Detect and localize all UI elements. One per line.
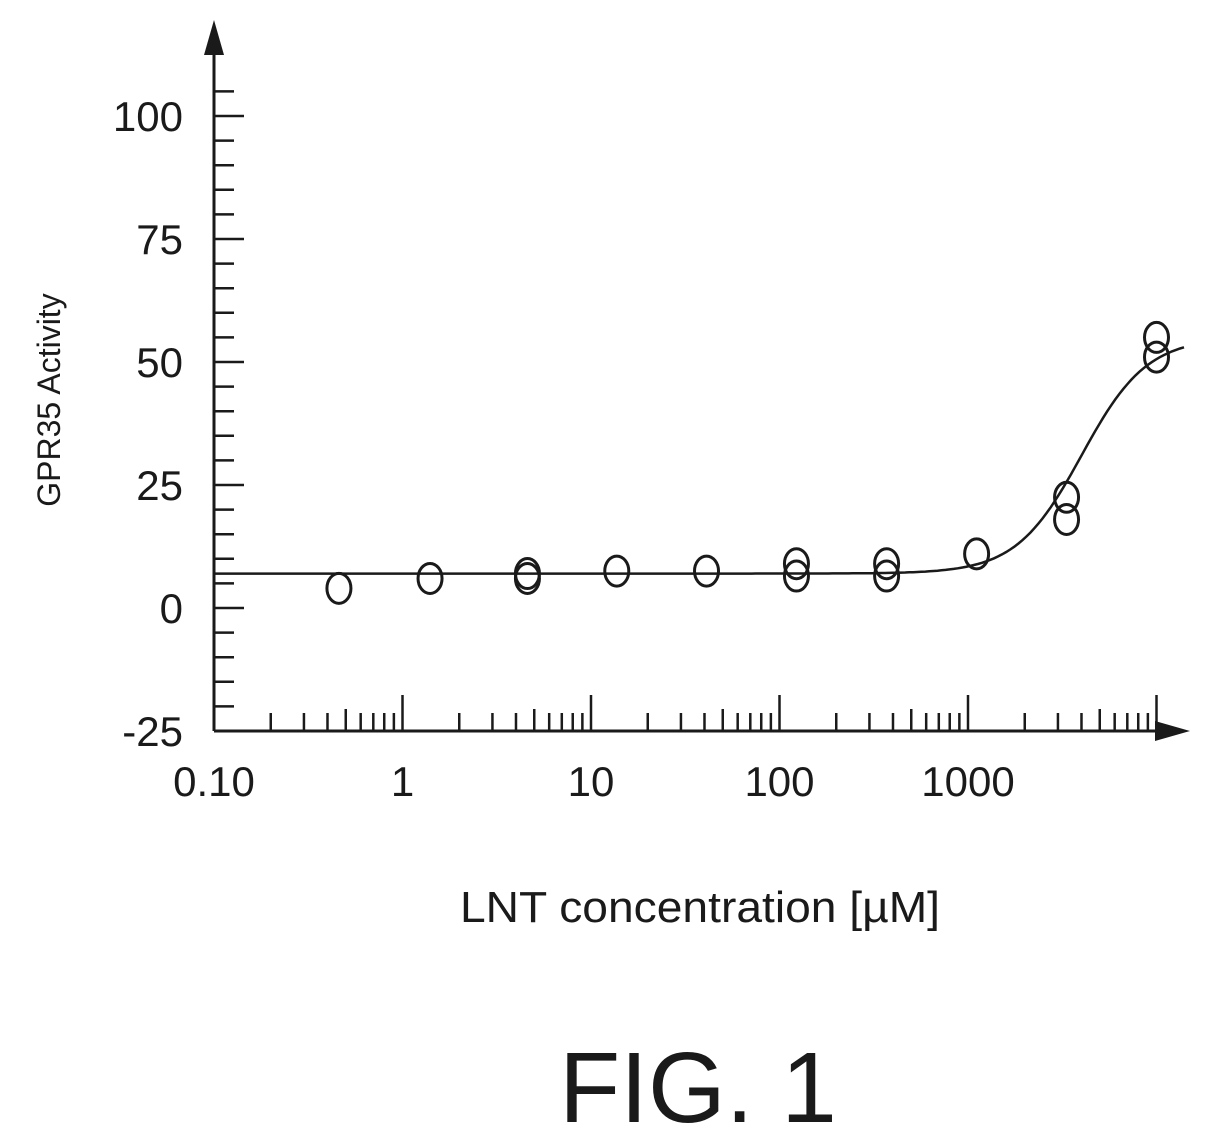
x-tick-label: 1000 [921, 758, 1014, 805]
data-point [873, 559, 901, 593]
data-point [603, 554, 631, 588]
x-axis-arrow [1155, 721, 1190, 741]
y-axis-label: GPR35 Activity [31, 293, 67, 506]
axes [204, 20, 1190, 741]
data-points [325, 320, 1170, 605]
x-tick-label: 1 [391, 758, 414, 805]
data-point [1053, 480, 1081, 514]
fit-curve [214, 346, 1185, 575]
y-tick-label: 100 [113, 93, 183, 140]
data-point [325, 571, 353, 605]
data-point [693, 554, 721, 588]
figure-label: FIG. 1 [559, 1032, 837, 1142]
data-point [416, 561, 444, 595]
y-tick-label: 50 [136, 339, 183, 386]
x-tick-label: 10 [568, 758, 615, 805]
data-point [1143, 320, 1170, 354]
data-point [782, 559, 810, 593]
axis-ticks [214, 90, 1158, 733]
data-point [513, 557, 541, 591]
x-axis-label: LNT concentration [µM] [460, 883, 940, 932]
y-axis-arrow [204, 20, 224, 55]
y-tick-label: 75 [136, 216, 183, 263]
y-tick-label: -25 [122, 708, 183, 755]
y-tick-label: 25 [136, 462, 183, 509]
x-tick-label: 0.10 [173, 758, 255, 805]
data-point [873, 547, 901, 581]
data-point [782, 547, 810, 581]
data-point [963, 537, 991, 571]
data-point [1143, 340, 1170, 374]
data-point [1053, 502, 1081, 536]
axis-tick-labels: -25 0 25 50 75 100 0.10 1 10 100 1000 [113, 93, 1015, 805]
y-tick-label: 0 [160, 585, 183, 632]
x-tick-label: 100 [744, 758, 814, 805]
